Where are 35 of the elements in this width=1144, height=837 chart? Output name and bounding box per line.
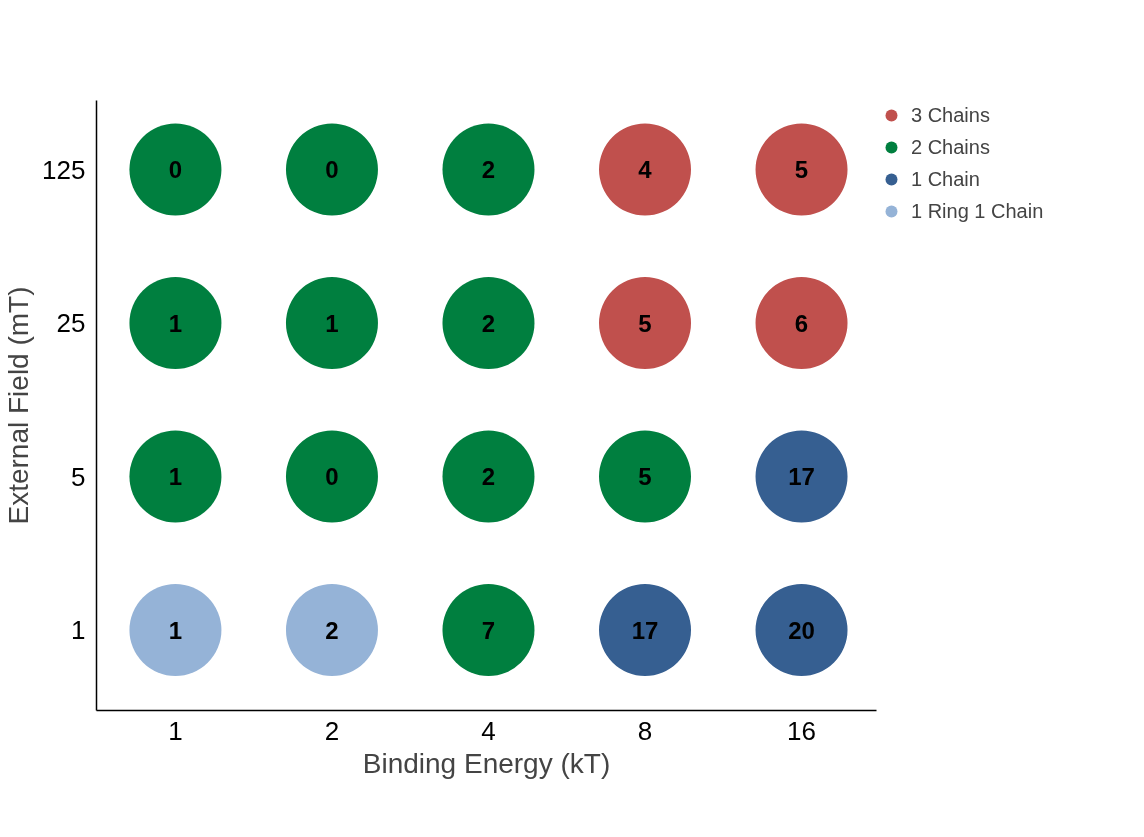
y-axis-title: External Field (mT) <box>3 286 35 525</box>
x-tick-label: 1 <box>168 715 183 746</box>
x-tick-label: 2 <box>324 715 340 746</box>
y-tick-label: 125 <box>42 154 86 185</box>
x-tick-label: 16 <box>787 715 816 746</box>
annotation: 1 <box>168 616 183 644</box>
annotation: 2 <box>481 156 496 184</box>
y-tick-label: 25 <box>56 308 86 339</box>
legend-label: 3 Chains <box>911 103 990 127</box>
annotation: 2 <box>325 616 339 644</box>
legend-label: 2 Chains <box>911 135 990 159</box>
annotation: 0 <box>168 156 183 184</box>
annotation: 6 <box>794 309 809 337</box>
annotation: 20 <box>788 616 815 644</box>
annotation: 0 <box>325 463 339 491</box>
y-tick-label: 5 <box>71 461 86 492</box>
annotation: 2 <box>481 463 496 491</box>
annotation: 4 <box>638 156 653 184</box>
x-tick-label: 8 <box>637 715 653 746</box>
x-tick-label: 4 <box>481 715 496 746</box>
annotation: 5 <box>638 463 652 491</box>
annotation: 17 <box>788 463 815 491</box>
annotation: 1 <box>168 463 183 491</box>
annotation: 0 <box>325 156 339 184</box>
annotation: 5 <box>794 156 809 184</box>
annotation: 1 <box>325 309 339 337</box>
annotation: 2 <box>481 309 496 337</box>
annotation: 17 <box>631 616 659 644</box>
annotation: 7 <box>481 616 496 644</box>
legend-label: 1 Ring 1 Chain <box>911 199 1044 223</box>
annotation: 1 <box>168 309 183 337</box>
x-axis-title: Binding Energy (kT) <box>362 747 611 779</box>
legend-label: 1 Chain <box>911 167 980 191</box>
annotation: 5 <box>638 309 652 337</box>
y-tick-label: 1 <box>71 615 86 646</box>
